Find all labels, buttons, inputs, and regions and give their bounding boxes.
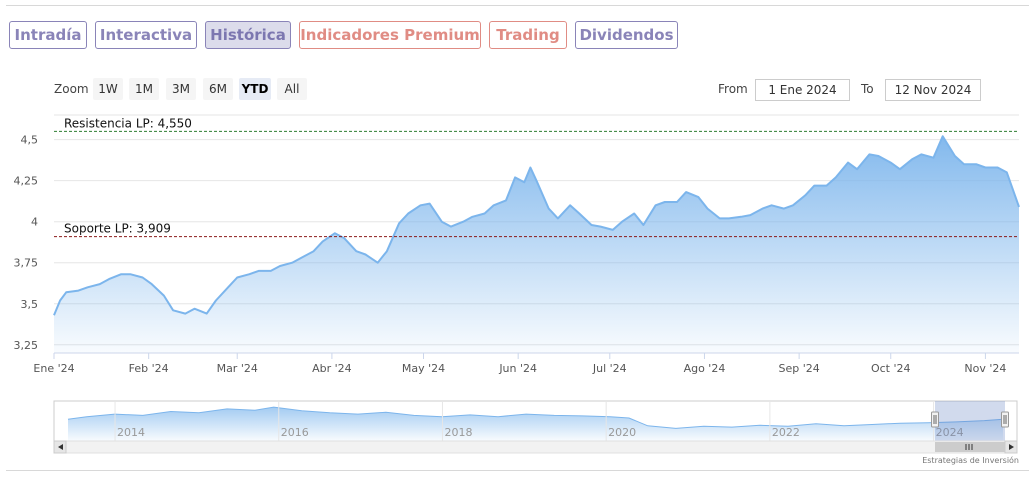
- series-line: [53, 135, 1020, 316]
- support-label: Soporte LP: 3,909: [64, 222, 171, 236]
- y-tick-label: 4,25: [14, 175, 39, 188]
- x-tick-label: Sep '24: [779, 362, 820, 375]
- tab-dividendos[interactable]: Dividendos: [575, 21, 678, 49]
- zoom-1w-button[interactable]: 1W: [93, 78, 123, 100]
- navigator-selection: [935, 401, 1005, 441]
- top-divider: [6, 5, 1029, 6]
- navigator-tick-label: 2024: [936, 426, 964, 439]
- x-tick-label: Jun '24: [498, 362, 537, 375]
- y-tick-label: 4,5: [21, 134, 39, 147]
- x-tick-label: Ene '24: [33, 362, 74, 375]
- zoom-1m-button[interactable]: 1M: [129, 78, 159, 100]
- tab-interactiva[interactable]: Interactiva: [95, 21, 197, 49]
- series-area-fill: [54, 136, 1019, 353]
- tab-historica[interactable]: Histórica: [205, 21, 291, 49]
- navigator-tick-label: 2016: [281, 426, 309, 439]
- bottom-divider: [6, 470, 1029, 471]
- navigator-handle-right[interactable]: [1001, 411, 1009, 428]
- x-tick-label: Abr '24: [312, 362, 352, 375]
- y-tick-label: 3,5: [21, 298, 39, 311]
- credits-text: Estrategias de Inversión: [922, 456, 1019, 465]
- navigator-tick-label: 2018: [444, 426, 472, 439]
- scrollbar-track[interactable]: [53, 440, 1018, 454]
- zoom-3m-button[interactable]: 3M: [166, 78, 196, 100]
- y-tick-label: 4: [31, 216, 38, 229]
- x-tick-label: Ago '24: [684, 362, 726, 375]
- navigator-tick-label: 2020: [608, 426, 636, 439]
- navigator-handle-left[interactable]: [931, 411, 939, 428]
- x-tick-label: Nov '24: [964, 362, 1006, 375]
- x-tick-label: Mar '24: [217, 362, 258, 375]
- x-tick-label: May '24: [402, 362, 445, 375]
- to-label: To: [861, 82, 874, 96]
- scrollbar-thumb[interactable]: [935, 442, 1005, 452]
- resistance-label: Resistencia LP: 4,550: [64, 116, 192, 130]
- navigator-tick-label: 2014: [117, 426, 145, 439]
- x-tick-label: Jul '24: [592, 362, 627, 375]
- from-label: From: [718, 82, 748, 96]
- scroll-left-arrow-icon: [58, 444, 63, 450]
- zoom-ytd-button[interactable]: YTD: [239, 78, 271, 100]
- tab-indicadores-premium[interactable]: Indicadores Premium: [299, 21, 481, 49]
- zoom-label: Zoom: [54, 82, 89, 96]
- from-date-input[interactable]: 1 Ene 2024: [755, 79, 850, 101]
- navigator-line: [67, 406, 1004, 429]
- navigator-tick-label: 2022: [772, 426, 800, 439]
- tab-intradia[interactable]: Intradía: [9, 21, 87, 49]
- zoom-6m-button[interactable]: 6M: [203, 78, 233, 100]
- y-tick-label: 3,75: [14, 257, 39, 270]
- y-tick-label: 3,25: [14, 339, 39, 352]
- scroll-right-arrow-icon: [1009, 444, 1014, 450]
- zoom-all-button[interactable]: All: [277, 78, 307, 100]
- navigator-area-fill: [68, 407, 1003, 441]
- x-tick-label: Feb '24: [129, 362, 169, 375]
- x-tick-label: Oct '24: [871, 362, 911, 375]
- to-date-input[interactable]: 12 Nov 2024: [885, 79, 981, 101]
- tab-trading[interactable]: Trading: [489, 21, 567, 49]
